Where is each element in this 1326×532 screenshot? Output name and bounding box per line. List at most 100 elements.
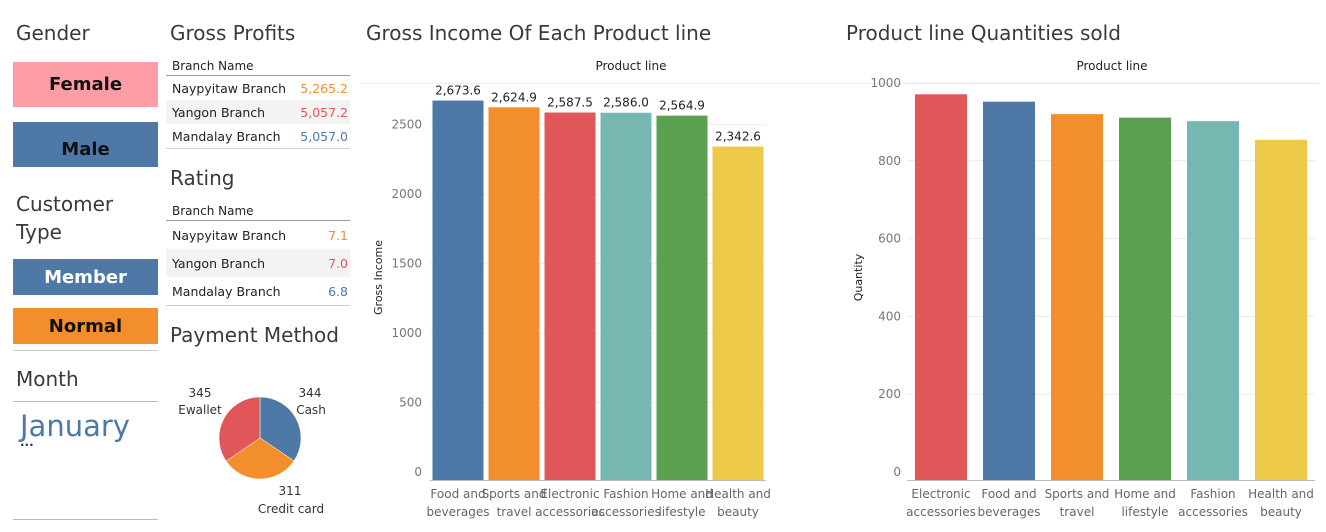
x-tick-label: beverages <box>977 505 1040 519</box>
bar-sports-and-travel[interactable] <box>488 107 540 481</box>
y-axis-label: Gross Income <box>372 240 385 315</box>
y-tick-label: 500 <box>399 396 422 410</box>
payment-method-title: Payment Method <box>170 323 339 347</box>
gross-profit-value: 5,057.2 <box>300 104 348 120</box>
x-tick-label: Home and <box>651 487 713 501</box>
y-tick-label: 800 <box>878 154 901 168</box>
gender-male-button[interactable]: Male <box>13 122 158 167</box>
customer-type-title-line1: Customer <box>16 192 114 216</box>
branch-name: Naypyitaw Branch <box>172 227 287 243</box>
x-tick-label: accessories <box>906 505 976 519</box>
quantity-chart-title: Product line Quantities sold <box>846 21 1121 45</box>
bar-fashion-accessories[interactable] <box>600 112 652 480</box>
x-tick-label: Sports and <box>1045 487 1110 501</box>
rating-header-line <box>166 220 350 221</box>
x-tick-label: accessories <box>1178 505 1248 519</box>
y-tick-label: 1000 <box>391 326 422 340</box>
branch-name: Yangon Branch <box>172 104 266 120</box>
rating-row: Yangon Branch 7.0 <box>166 249 350 277</box>
bar-fashion-accessories[interactable] <box>1187 121 1239 480</box>
bar-value-label: 2,342.6 <box>715 130 761 144</box>
bar-value-label: 2,586.0 <box>603 96 649 110</box>
pie-slice-credit-card[interactable] <box>225 437 295 480</box>
gross-profits-title: Gross Profits <box>170 21 296 45</box>
pie-label-value-ewallet: 345 <box>189 386 212 400</box>
pie-label-name-cash: Cash <box>296 403 326 417</box>
customer-member-label: Member <box>44 266 127 288</box>
gross-profits-row: Yangon Branch 5,057.2 <box>166 100 350 124</box>
branch-name: Yangon Branch <box>172 255 266 271</box>
pie-label-value-cash: 344 <box>299 386 322 400</box>
bar-home-and-lifestyle[interactable] <box>656 115 708 480</box>
y-tick-label: 2000 <box>391 187 422 201</box>
x-tick-label: beauty <box>717 505 759 519</box>
bar-home-and-lifestyle[interactable] <box>1119 117 1171 480</box>
bar-sports-and-travel[interactable] <box>1051 114 1103 481</box>
x-tick-label: Fashion <box>603 487 648 501</box>
y-tick-label: 2500 <box>391 118 422 132</box>
quantity-bar-chart: Product line 0 200 400 600 800 1000 Quantity Ele… <box>840 59 1320 519</box>
gender-filter-title: Gender <box>16 21 90 45</box>
x-tick-label: lifestyle <box>1121 505 1168 519</box>
y-tick-label: 400 <box>878 309 901 323</box>
gross-income-chart-title: Gross Income Of Each Product line <box>366 21 712 45</box>
gross-income-bar-chart: Product line 0 500 1000 1500 2000 2500 Gross In… <box>360 59 840 519</box>
customer-type-title-line2: Type <box>16 220 62 244</box>
chart-header-label: Product line <box>1076 59 1147 73</box>
y-axis-label: Quantity <box>852 253 865 301</box>
y-tick-label: 0 <box>893 465 901 479</box>
gross-profits-row: Naypyitaw Branch 5,265.2 <box>166 76 350 100</box>
customer-normal-button[interactable]: Normal <box>13 308 158 344</box>
y-tick-label: 1000 <box>870 76 901 90</box>
gender-male-label: Male <box>61 139 110 160</box>
gross-profits-row: Mandalay Branch 5,057.0 <box>166 124 350 148</box>
rating-row: Mandalay Branch 6.8 <box>166 278 350 304</box>
pie-label-value-credit-card: 311 <box>279 484 302 498</box>
customer-type-divider <box>13 350 158 351</box>
month-divider <box>13 401 158 402</box>
bar-health-and-beauty[interactable] <box>712 146 764 480</box>
y-tick-label: 200 <box>878 387 901 401</box>
rating-row: Naypyitaw Branch 7.1 <box>166 222 350 248</box>
x-tick-label: Fashion <box>1190 487 1235 501</box>
bar-value-label: 2,564.9 <box>659 99 705 113</box>
pie-slice-ewallet[interactable] <box>218 396 261 462</box>
x-tick-label: Food and <box>981 487 1036 501</box>
x-tick-label: Health and <box>705 487 771 501</box>
x-tick-label: travel <box>497 505 532 519</box>
rating-value: 7.1 <box>328 227 348 243</box>
pie-label-name-ewallet: Ewallet <box>178 403 222 417</box>
x-tick-label: beauty <box>1260 505 1302 519</box>
gender-female-label: Female <box>48 74 123 95</box>
month-bottom-divider <box>13 519 158 520</box>
pie-slices <box>218 396 302 480</box>
pie-slice-cash[interactable] <box>259 396 302 462</box>
gross-profits-header: Branch Name <box>172 59 254 73</box>
customer-member-button[interactable]: Member <box>13 259 158 295</box>
month-value[interactable]: January <box>20 409 130 443</box>
x-tick-label: Sports and <box>482 487 547 501</box>
bar-value-label: 2,673.6 <box>435 84 481 98</box>
bar-value-label: 2,624.9 <box>491 90 537 104</box>
bar-value-label: 2,587.5 <box>547 96 593 110</box>
gross-profits-header-line <box>166 75 350 76</box>
branch-name: Mandalay Branch <box>172 283 281 299</box>
bar-electronic-accessories[interactable] <box>544 112 596 480</box>
rating-bottom-line <box>166 305 350 306</box>
month-filter-title: Month <box>16 367 79 391</box>
gender-female-button[interactable]: Female <box>13 62 158 107</box>
x-tick-label: Electronic <box>540 487 599 501</box>
rating-value: 7.0 <box>328 255 348 271</box>
bar-electronic-accessories[interactable] <box>915 94 967 480</box>
bar-health-and-beauty[interactable] <box>1255 139 1307 480</box>
rating-title: Rating <box>170 166 235 190</box>
month-more-indicator[interactable]: ... <box>20 435 34 449</box>
pie-label-name-credit-card: Credit card <box>258 502 324 516</box>
x-tick-label: Health and <box>1248 487 1314 501</box>
gross-profit-value: 5,265.2 <box>300 80 348 96</box>
gross-profits-bottom-line <box>166 148 350 149</box>
gross-profit-value: 5,057.0 <box>300 128 348 144</box>
bar-food-and-beverages[interactable] <box>432 100 484 480</box>
bar-food-and-beverages[interactable] <box>983 101 1035 480</box>
customer-normal-label: Normal <box>48 315 123 337</box>
